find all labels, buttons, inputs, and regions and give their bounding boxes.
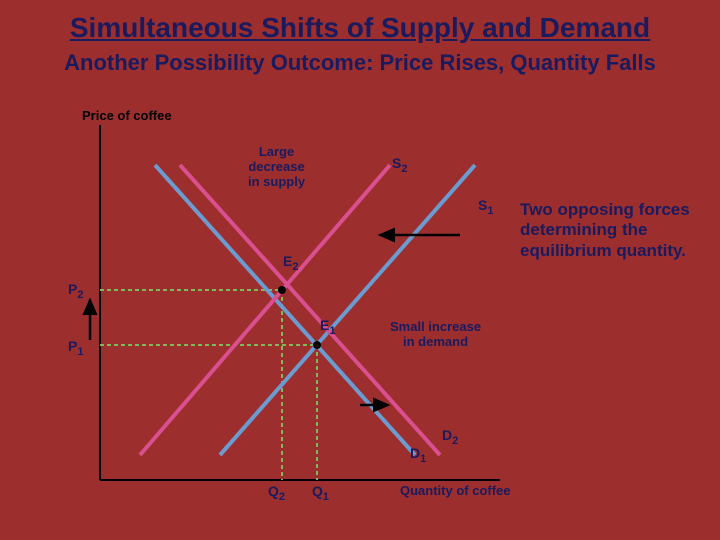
point-e1 — [313, 341, 321, 349]
label-d1: D1 — [410, 445, 426, 465]
label-p1: P1 — [68, 338, 83, 358]
chart-svg — [80, 125, 640, 495]
supply-annotation: Large decrease in supply — [248, 145, 305, 190]
y-axis-label: Price of coffee — [82, 108, 172, 123]
label-q2: Q2 — [268, 483, 285, 503]
chart-area: S2 S1 D1 D2 E1 E2 Large decrease in supp… — [80, 125, 640, 495]
curve-s1 — [220, 165, 475, 455]
curve-s2 — [140, 165, 390, 455]
curve-d1 — [155, 165, 415, 455]
label-s1: S1 — [478, 197, 493, 217]
label-s2: S2 — [392, 155, 407, 175]
side-note: Two opposing forces determining the equi… — [520, 200, 710, 261]
label-q1: Q1 — [312, 483, 329, 503]
label-e1: E1 — [320, 317, 335, 337]
curve-d2 — [180, 165, 440, 455]
label-d2: D2 — [442, 427, 458, 447]
page-subtitle: Another Possibility Outcome: Price Rises… — [0, 50, 720, 76]
demand-annotation: Small increase in demand — [390, 320, 481, 350]
label-p2: P2 — [68, 281, 83, 301]
page-title: Simultaneous Shifts of Supply and Demand — [0, 0, 720, 44]
point-e2 — [278, 286, 286, 294]
x-axis-label: Quantity of coffee — [400, 483, 511, 498]
label-e2: E2 — [283, 253, 298, 273]
